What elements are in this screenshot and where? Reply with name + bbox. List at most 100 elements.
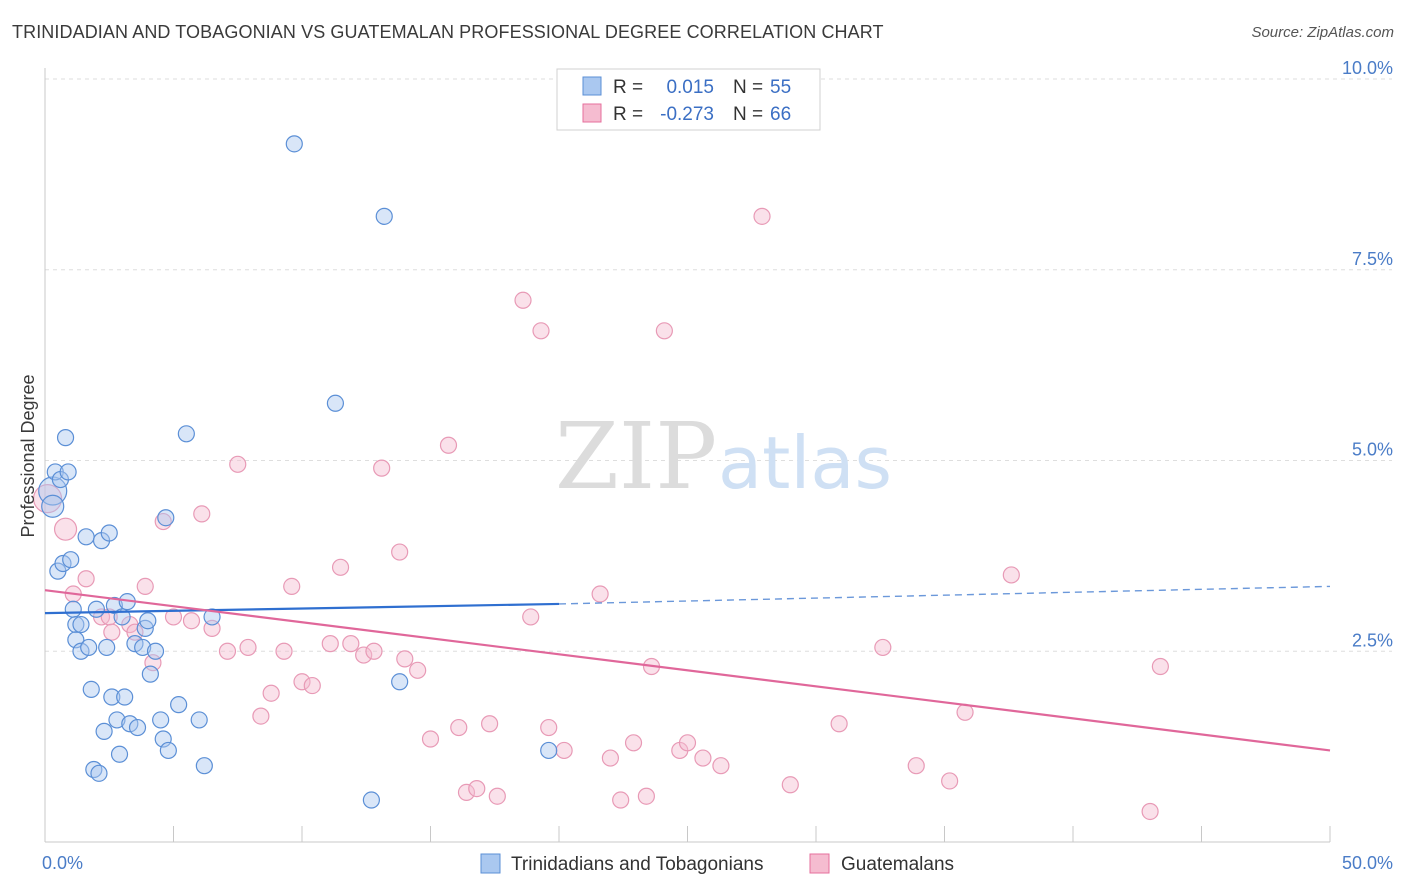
trinidadian-point-51 [375, 207, 393, 225]
legend-swatch-guatemalans [809, 853, 830, 874]
guatemalan-point-59 [830, 715, 848, 733]
legend-r-value-1: 0.015 [666, 77, 714, 98]
trinidadian-point-50 [362, 791, 380, 809]
series-legend: Trinidadians and Tobagonians Guatemalans [480, 853, 954, 875]
legend-n-value-1: 55 [770, 77, 791, 98]
y-tick-label-3: 10.0% [1342, 58, 1393, 78]
stats-legend: R = 0.015 N = 55 R = -0.273 N = 66 [556, 68, 821, 131]
guatemalan-point-21 [275, 642, 293, 660]
trinidadian-point-8 [62, 551, 80, 569]
guatemalan-point-12 [164, 608, 183, 626]
trinidadian-point-37 [141, 665, 159, 683]
trinidadian-point-6 [56, 429, 75, 447]
guatemalan-point-62 [941, 772, 959, 790]
guatemalan-point-60 [874, 638, 892, 657]
legend-swatch-trinidadians [480, 853, 501, 874]
trinidadian-point-28 [113, 608, 131, 626]
trinidadian-point-27 [110, 745, 129, 763]
legend-label-guatemalans: Guatemalans [841, 854, 954, 875]
trinidadian-point-34 [134, 638, 152, 657]
trinidadian-point-14 [77, 528, 95, 546]
trinidadian-point-44 [177, 425, 195, 443]
guatemalan-point-45 [555, 741, 573, 760]
guatemalan-point-25 [321, 635, 339, 653]
guatemalan-point-37 [457, 783, 476, 802]
x-tick-label-right: 50.0% [1342, 853, 1393, 873]
y-tick-label-0: 2.5% [1352, 630, 1393, 650]
legend-r-label-2: R = [613, 104, 643, 125]
guatemalan-point-1 [53, 517, 78, 541]
guatemalan-point-13 [182, 612, 201, 630]
guatemalan-point-16 [218, 642, 237, 660]
legend-n-value-2: 66 [770, 104, 791, 125]
guatemalan-point-30 [373, 459, 391, 477]
legend-r-value-2: -0.273 [660, 104, 714, 125]
guatemalan-point-28 [355, 646, 373, 664]
trinidadian-point-49 [326, 394, 345, 412]
trinidadian-point-41 [157, 509, 175, 527]
trinidadian-point-45 [190, 711, 208, 729]
watermark-zip: ZIP [555, 403, 717, 510]
legend-r-label-1: R = [613, 77, 643, 98]
axes [44, 68, 1331, 843]
chart-source: Source: ZipAtlas.com [1251, 24, 1394, 41]
guatemalan-point-17 [229, 455, 247, 473]
guatemalan-point-44 [540, 718, 558, 737]
trinidadian-point-15 [80, 638, 98, 657]
guatemalan-point-46 [591, 585, 609, 603]
trinidadian-point-47 [203, 608, 221, 626]
guatemalan-point-61 [907, 757, 925, 775]
trinidadian-point-21 [95, 722, 113, 740]
guatemalan-point-41 [514, 291, 532, 309]
guatemalan-point-32 [396, 650, 414, 668]
guatemalan-point-64 [1002, 566, 1020, 584]
guatemalan-point-0 [32, 484, 63, 514]
trinidadian-point-36 [139, 612, 157, 630]
guatemalan-point-50 [637, 787, 655, 805]
trinidadian-point-7 [59, 463, 77, 481]
guatemalan-point-26 [331, 558, 350, 576]
trinidadian-point-12 [72, 642, 90, 660]
guatemalan-point-49 [624, 734, 643, 752]
grid-lines [45, 78, 1392, 652]
guatemalan-point-9 [136, 577, 154, 595]
guatemalan-point-34 [421, 730, 440, 748]
guatemalan-point-19 [252, 707, 270, 725]
trinidadian-point-52 [391, 673, 409, 691]
guatemalan-point-3 [77, 570, 95, 588]
trinidadian-trend-line [44, 602, 560, 615]
trinidadian-points [38, 135, 558, 809]
trinidadian-point-46 [195, 757, 213, 775]
guatemalan-point-57 [753, 207, 771, 225]
chart-title: TRINIDADIAN AND TOBAGONIAN VS GUATEMALAN… [12, 22, 884, 42]
trinidadian-point-39 [152, 711, 170, 729]
guatemalan-point-6 [103, 623, 121, 641]
trinidadian-trend-extension [558, 585, 1331, 605]
guatemalan-point-36 [450, 718, 468, 737]
guatemalan-trend-line [44, 589, 1331, 752]
trinidadian-point-24 [103, 688, 121, 706]
trinidadian-point-18 [87, 600, 106, 618]
guatemalan-point-58 [781, 776, 799, 794]
trinidadian-point-38 [146, 642, 165, 660]
tick-labels: 2.5% 5.0% 7.5% 10.0% 0.0% 50.0% [42, 58, 1393, 873]
legend-label-trinidadians: Trinidadians and Tobagonians [511, 854, 763, 875]
trinidadian-point-43 [170, 696, 188, 714]
guatemalan-point-52 [655, 322, 673, 340]
y-tick-label-2: 7.5% [1352, 249, 1393, 269]
trinidadian-point-5 [54, 554, 72, 573]
trinidadian-point-9 [64, 600, 82, 618]
watermark-atlas: atlas [718, 421, 892, 505]
trinidadian-point-33 [128, 718, 147, 737]
guatemalan-point-22 [283, 577, 301, 595]
guatemalan-point-42 [522, 608, 540, 626]
guatemalan-point-56 [712, 757, 730, 775]
trinidadian-point-10 [67, 615, 85, 634]
trinidadian-point-22 [98, 638, 116, 657]
trinidadian-point-29 [116, 688, 134, 706]
guatemalan-point-24 [303, 676, 321, 695]
guatemalan-point-29 [365, 642, 383, 660]
trinidadian-point-1 [41, 494, 65, 518]
guatemalan-point-39 [481, 715, 499, 733]
